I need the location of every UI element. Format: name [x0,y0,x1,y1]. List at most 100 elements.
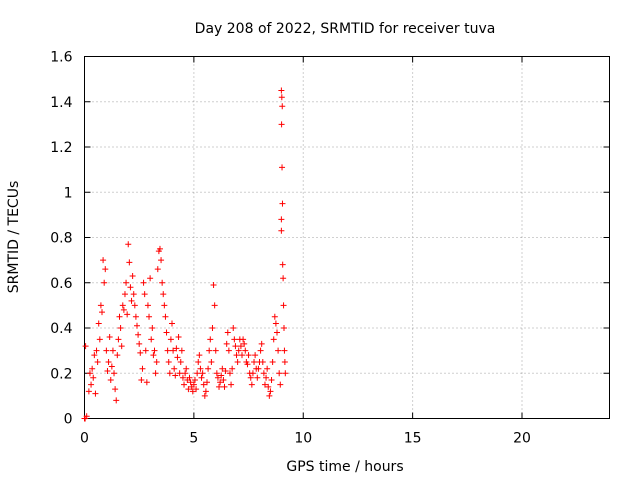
grid [84,56,610,419]
data-point [185,386,192,393]
y-tick-label: 1 [64,185,73,201]
data-point [170,347,177,354]
data-point [165,358,172,365]
data-point [131,302,138,309]
data-point [193,386,200,393]
data-point [258,340,265,347]
data-point [173,345,180,352]
data-point [264,365,271,372]
data-point [121,291,128,298]
data-point [90,374,97,381]
data-point [172,372,179,379]
data-point [194,370,201,377]
data-point [142,347,149,354]
y-tick-label: 0.8 [50,231,72,247]
data-point [132,313,139,320]
y-tick-label: 1.6 [50,50,72,66]
data-point [190,381,197,388]
data-point [228,381,235,388]
data-point [229,365,236,372]
data-point [124,311,131,318]
data-point [199,370,206,377]
data-point [119,302,126,309]
chart-title: Day 208 of 2022, SRMTID for receiver tuv… [195,21,496,37]
data-point [137,349,144,356]
data-point [278,87,285,94]
data-point [196,352,203,359]
data-point [144,302,151,309]
y-tick-label: 0 [64,412,73,428]
data-point [248,381,255,388]
data-point [189,388,196,395]
data-point [160,291,167,298]
data-point [135,331,142,338]
data-point [234,358,241,365]
data-point [213,370,220,377]
data-point [115,336,122,343]
data-point [191,377,198,384]
x-tick-label: 15 [404,431,422,447]
data-point [129,272,136,279]
data-point [150,352,157,359]
data-point [114,352,121,359]
data-point [240,336,247,343]
data-point [197,365,204,372]
data-point [183,365,190,372]
data-point [125,241,132,248]
data-point [261,381,268,388]
data-point [181,381,188,388]
data-point [153,358,160,365]
data-point [225,347,232,354]
data-point [265,383,272,390]
data-point [220,377,227,384]
data-point [279,200,286,207]
data-point [247,374,254,381]
data-point [186,374,193,381]
data-point [223,340,230,347]
data-point [107,377,114,384]
data-point [143,379,150,386]
data-point [130,291,137,298]
data-point [175,334,182,341]
data-point [242,347,249,354]
data-point [156,245,163,252]
data-point [279,164,286,171]
data-point [97,302,104,309]
data-point [259,358,266,365]
data-point [254,374,261,381]
data-point [127,284,134,291]
y-tick-label: 1.2 [50,140,72,156]
plot-area [84,56,610,419]
data-point [257,347,264,354]
data-point [267,388,274,395]
data-point [178,347,185,354]
data-point [209,325,216,331]
data-point [211,302,218,309]
data-point [163,329,170,336]
data-point [141,291,148,298]
data-point [201,392,208,399]
data-point [112,386,119,393]
data-point [120,306,127,313]
data-point [252,352,259,359]
data-point [245,352,252,359]
data-point [85,388,92,395]
data-point [271,313,278,320]
data-point [187,379,194,386]
data-point [233,352,240,359]
y-tick-labels: 0 0.2 0.4 0.6 0.8 1 1.2 1.4 1.6 [50,50,72,428]
data-point [151,347,158,354]
data-point [244,361,251,368]
data-point [230,325,237,331]
data-point [260,370,267,377]
data-point [276,370,283,377]
data-point [281,358,288,365]
data-point [159,279,166,286]
data-point [95,320,102,327]
y-axis-label: SRMTID / TECUs [6,181,22,294]
data-point [249,370,256,377]
data-point [205,365,212,372]
x-tick-label: 10 [294,431,312,447]
y-tick-label: 0.2 [50,366,72,382]
x-tick-label: 20 [513,431,531,447]
